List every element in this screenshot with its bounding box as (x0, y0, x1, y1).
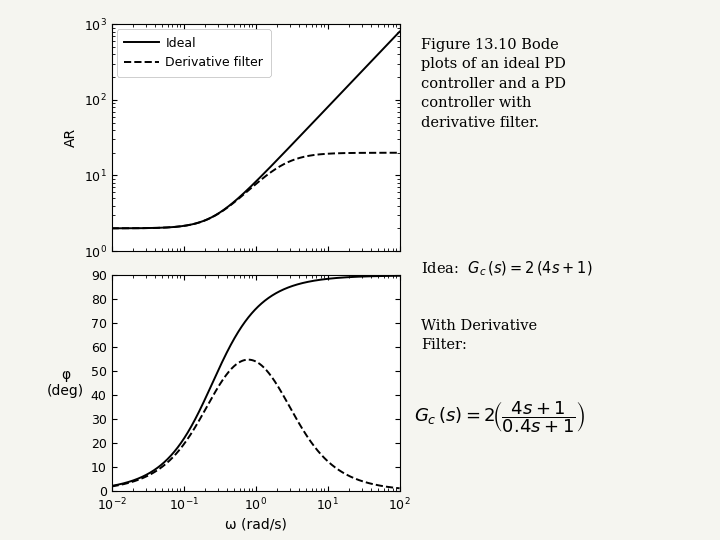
Derivative filter (334, 150, 343, 157)
Ideal (240, 190, 248, 196)
Derivative filter (387, 150, 395, 156)
Derivative filter (387, 150, 395, 156)
Ideal (107, 225, 116, 232)
Ideal (334, 93, 343, 99)
Y-axis label: AR: AR (64, 128, 78, 147)
Legend: Ideal, Derivative filter: Ideal, Derivative filter (117, 29, 271, 77)
Text: Idea:  $G_c\,(s)=2\,(4s+1)$: Idea: $G_c\,(s)=2\,(4s+1)$ (421, 259, 593, 278)
Ideal (247, 183, 256, 189)
Ideal (387, 37, 395, 44)
Derivative filter (122, 225, 130, 232)
Ideal (122, 225, 130, 232)
Line: Ideal: Ideal (112, 32, 400, 228)
Derivative filter (107, 225, 116, 232)
Line: Derivative filter: Derivative filter (112, 153, 400, 228)
Text: With Derivative
Filter:: With Derivative Filter: (421, 319, 537, 352)
Derivative filter (395, 150, 404, 156)
Text: Figure 13.10 Bode
plots of an ideal PD
controller and a PD
controller with
deriv: Figure 13.10 Bode plots of an ideal PD c… (421, 38, 566, 130)
Derivative filter (240, 191, 248, 198)
Ideal (387, 37, 395, 44)
Derivative filter (247, 184, 256, 191)
Ideal (395, 29, 404, 35)
Y-axis label: φ
(deg): φ (deg) (48, 368, 84, 399)
Text: $G_c\,(s)=2\!\left(\dfrac{4s+1}{0.4s+1}\right)$: $G_c\,(s)=2\!\left(\dfrac{4s+1}{0.4s+1}\… (414, 400, 585, 435)
X-axis label: ω (rad/s): ω (rad/s) (225, 517, 287, 531)
